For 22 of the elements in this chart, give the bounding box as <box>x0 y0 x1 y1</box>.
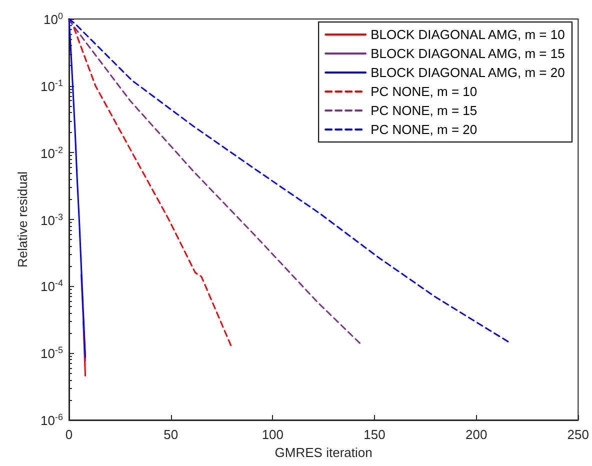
legend-label: PC NONE, m = 15 <box>370 103 478 118</box>
x-tick-label: 250 <box>567 427 590 442</box>
y-tick-label: 10$^{-5}$ <box>40 344 63 362</box>
x-tick-label: 150 <box>364 427 386 442</box>
x-tick-label: 0 <box>65 427 73 442</box>
y-tick-label: 10$^{-6}$ <box>40 412 63 428</box>
x-axis-title: GMRES iteration <box>274 444 372 460</box>
legend-label: BLOCK DIAGONAL AMG, m = 10 <box>370 27 565 42</box>
legend-label: BLOCK DIAGONAL AMG, m = 15 <box>370 46 565 61</box>
legend-label: PC NONE, m = 10 <box>370 84 478 99</box>
y-tick-label: 10$^{-1}$ <box>40 78 63 94</box>
y-tick-label: 10$^{-2}$ <box>40 144 63 161</box>
x-tick-label: 200 <box>465 427 488 442</box>
x-tick-label: 50 <box>164 427 178 442</box>
line-series <box>68 18 364 346</box>
y-tick-label: 10$^{-4}$ <box>40 278 63 294</box>
y-tick-label: 10$^{0}$ <box>44 10 63 28</box>
x-tick-label: 100 <box>262 427 284 442</box>
y-tick-label: 10$^{-3}$ <box>40 211 63 228</box>
legend-label: PC NONE, m = 20 <box>370 122 478 137</box>
y-axis-title: Relative residual <box>15 171 30 268</box>
legend-label: BLOCK DIAGONAL AMG, m = 20 <box>370 65 565 80</box>
